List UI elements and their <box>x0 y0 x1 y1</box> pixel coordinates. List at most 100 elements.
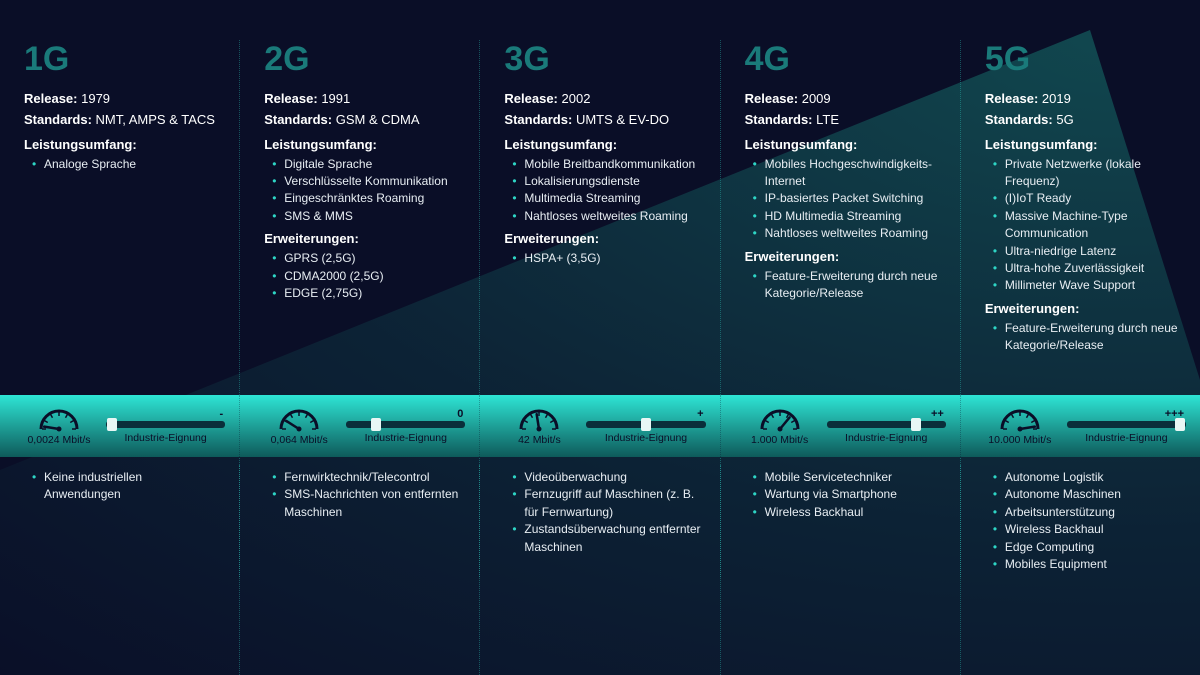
scope-heading: Leistungsumfang: <box>504 137 701 152</box>
gauge-icon: 10.000 Mbit/s <box>981 406 1059 446</box>
list-item: Keine industriellen Anwendungen <box>32 469 221 504</box>
industrial-col-1G: Keine industriellen Anwendungen <box>0 465 240 577</box>
generation-col-3G: 3GRelease: 2002Standards: UMTS & EV-DOLe… <box>480 40 720 675</box>
band-cell-2G: 0,064 Mbit/s 0 Industrie-Eignung <box>240 395 480 457</box>
list-item: Zustandsüberwachung entfernter Maschinen <box>512 521 701 556</box>
release-value: 2019 <box>1042 91 1071 106</box>
list-item: Wireless Backhaul <box>993 521 1182 538</box>
list-item: (I)IoT Ready <box>993 190 1182 207</box>
slider-track <box>1067 421 1186 428</box>
industry-fit-slider: - Industrie-Eignung <box>106 408 225 444</box>
slider-knob <box>911 418 921 431</box>
list-item: Feature-Erweiterung durch neue Kategorie… <box>753 268 942 303</box>
feature-list: Mobile BreitbandkommunikationLokalisieru… <box>512 156 701 226</box>
list-item: Mobile Breitbandkommunikation <box>512 156 701 173</box>
generation-title: 1G <box>24 40 221 79</box>
list-item: Nahtloses weltweites Roaming <box>753 225 942 242</box>
scope-heading: Leistungsumfang: <box>745 137 942 152</box>
generation-col-1G: 1GRelease: 1979Standards: NMT, AMPS & TA… <box>0 40 240 675</box>
list-item: Verschlüsselte Kommunikation <box>272 173 461 190</box>
slider-sign: - <box>220 408 224 420</box>
standards-value: GSM & CDMA <box>336 112 420 127</box>
list-item: Ultra-hohe Zuverlässigkeit <box>993 260 1182 277</box>
release-line: Release: 1991 <box>264 89 461 110</box>
list-item: Autonome Logistik <box>993 469 1182 486</box>
extensions-list: Feature-Erweiterung durch neue Kategorie… <box>993 320 1182 355</box>
industrial-col-5G: Autonome LogistikAutonome MaschinenArbei… <box>961 465 1200 577</box>
list-item: IP-basiertes Packet Switching <box>753 190 942 207</box>
industry-fit-label: Industrie-Eignung <box>1085 432 1167 444</box>
list-item: Wireless Backhaul <box>753 504 942 521</box>
slider-sign: + <box>697 408 703 420</box>
list-item: Wartung via Smartphone <box>753 486 942 503</box>
gauge-icon: 0,064 Mbit/s <box>260 406 338 446</box>
list-item: Arbeitsunterstützung <box>993 504 1182 521</box>
list-item: SMS & MMS <box>272 208 461 225</box>
list-item: Mobile Servicetechniker <box>753 469 942 486</box>
list-item: Nahtloses weltweites Roaming <box>512 208 701 225</box>
industrial-list: Autonome LogistikAutonome MaschinenArbei… <box>993 469 1182 573</box>
generation-title: 5G <box>985 40 1182 79</box>
release-label: Release: <box>985 91 1038 106</box>
speed-label: 1.000 Mbit/s <box>751 434 808 446</box>
list-item: EDGE (2,75G) <box>272 285 461 302</box>
list-item: Eingeschränktes Roaming <box>272 190 461 207</box>
slider-track <box>586 421 705 428</box>
generation-col-2G: 2GRelease: 1991Standards: GSM & CDMALeis… <box>240 40 480 675</box>
standards-label: Standards: <box>24 112 92 127</box>
generation-col-5G: 5GRelease: 2019Standards: 5GLeistungsumf… <box>961 40 1200 675</box>
slider-sign: ++ <box>931 408 944 420</box>
slider-track <box>346 421 465 428</box>
feature-list: Private Netzwerke (lokale Frequenz)(I)Io… <box>993 156 1182 295</box>
industry-fit-label: Industrie-Eignung <box>124 432 206 444</box>
standards-line: Standards: 5G <box>985 110 1182 131</box>
list-item: Lokalisierungsdienste <box>512 173 701 190</box>
list-item: Autonome Maschinen <box>993 486 1182 503</box>
scope-heading: Leistungsumfang: <box>264 137 461 152</box>
scope-heading: Leistungsumfang: <box>985 137 1182 152</box>
list-item: Videoüberwachung <box>512 469 701 486</box>
band-cell-1G: 0,0024 Mbit/s - Industrie-Eignung <box>0 395 240 457</box>
gauge-icon: 0,0024 Mbit/s <box>20 406 98 446</box>
industrial-columns: Keine industriellen Anwendungen Fernwirkt… <box>0 465 1200 577</box>
industry-fit-label: Industrie-Eignung <box>605 432 687 444</box>
list-item: Feature-Erweiterung durch neue Kategorie… <box>993 320 1182 355</box>
standards-line: Standards: NMT, AMPS & TACS <box>24 110 221 131</box>
release-value: 2002 <box>562 91 591 106</box>
speed-label: 42 Mbit/s <box>518 434 561 446</box>
release-value: 1979 <box>81 91 110 106</box>
industry-fit-label: Industrie-Eignung <box>365 432 447 444</box>
feature-list: Analoge Sprache <box>32 156 221 173</box>
industrial-col-2G: Fernwirktechnik/TelecontrolSMS-Nachricht… <box>240 465 480 577</box>
feature-list: Mobiles Hochgeschwindigkeits-InternetIP-… <box>753 156 942 243</box>
list-item: Mobiles Hochgeschwindigkeits-Internet <box>753 156 942 191</box>
industry-fit-slider: ++ Industrie-Eignung <box>827 408 946 444</box>
standards-value: 5G <box>1056 112 1073 127</box>
list-item: GPRS (2,5G) <box>272 250 461 267</box>
industrial-list: VideoüberwachungFernzugriff auf Maschine… <box>512 469 701 556</box>
industry-fit-slider: +++ Industrie-Eignung <box>1067 408 1186 444</box>
release-value: 1991 <box>321 91 350 106</box>
slider-track <box>106 421 225 428</box>
extensions-heading: Erweiterungen: <box>985 301 1182 316</box>
scope-heading: Leistungsumfang: <box>24 137 221 152</box>
band-cell-5G: 10.000 Mbit/s +++ Industrie-Eignung <box>961 395 1200 457</box>
speed-label: 10.000 Mbit/s <box>988 434 1051 446</box>
speed-label: 0,0024 Mbit/s <box>27 434 90 446</box>
band-cell-3G: 42 Mbit/s + Industrie-Eignung <box>480 395 720 457</box>
standards-label: Standards: <box>985 112 1053 127</box>
list-item: Mobiles Equipment <box>993 556 1182 573</box>
list-item: Fernwirktechnik/Telecontrol <box>272 469 461 486</box>
extensions-heading: Erweiterungen: <box>504 231 701 246</box>
industrial-list: Mobile ServicetechnikerWartung via Smart… <box>753 469 942 521</box>
standards-line: Standards: GSM & CDMA <box>264 110 461 131</box>
release-label: Release: <box>264 91 317 106</box>
extensions-list: GPRS (2,5G)CDMA2000 (2,5G)EDGE (2,75G) <box>272 250 461 302</box>
industrial-list: Fernwirktechnik/TelecontrolSMS-Nachricht… <box>272 469 461 521</box>
release-line: Release: 2019 <box>985 89 1182 110</box>
list-item: Analoge Sprache <box>32 156 221 173</box>
industry-fit-label: Industrie-Eignung <box>845 432 927 444</box>
extensions-heading: Erweiterungen: <box>264 231 461 246</box>
feature-list: Digitale SpracheVerschlüsselte Kommunika… <box>272 156 461 226</box>
list-item: Digitale Sprache <box>272 156 461 173</box>
